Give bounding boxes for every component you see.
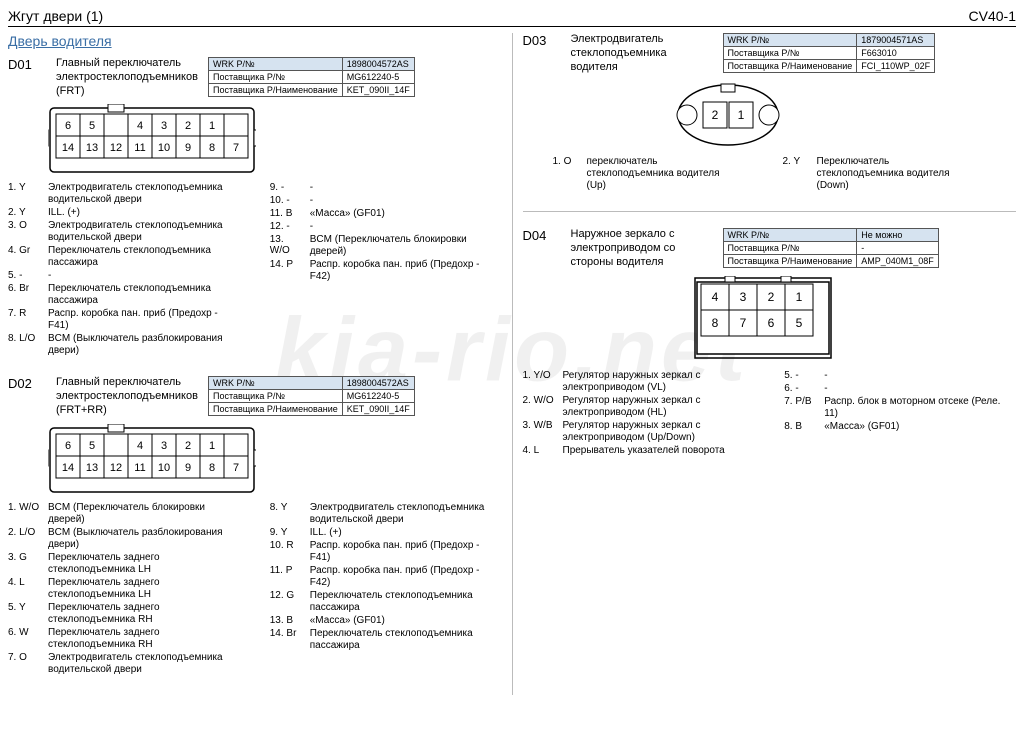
d03-code: D03 [523,33,559,48]
svg-text:6: 6 [65,440,71,452]
svg-text:3: 3 [161,440,167,452]
section-d04: D04 Наружное зеркало с электроприводом с… [523,228,1017,457]
svg-text:5: 5 [795,316,802,330]
svg-text:5: 5 [89,440,95,452]
svg-text:2: 2 [767,290,774,304]
d01-code: D01 [8,57,44,72]
svg-text:7: 7 [233,462,239,474]
svg-text:2: 2 [185,440,191,452]
svg-text:14: 14 [62,142,74,154]
d01-connector: 6 5 4 3 2 1 14 13 12 11 10 9 8 7 [48,104,502,176]
d01-info-table: WRK P/№1898004572AS Поставщика P/№MG6122… [208,57,415,97]
svg-text:1: 1 [795,290,802,304]
svg-text:5: 5 [89,120,95,132]
section-d02: D02 Главный переключатель электростеклоп… [8,376,502,676]
svg-text:13: 13 [86,462,98,474]
d02-connector: 6 5 4 3 2 1 14 13 12 11 10 9 8 7 [48,424,502,496]
svg-text:4: 4 [137,440,143,452]
svg-text:8: 8 [711,316,718,330]
page-code: CV40-1 [969,8,1016,24]
d02-title: Главный переключатель электростеклоподъе… [56,376,196,417]
svg-text:9: 9 [185,462,191,474]
svg-text:4: 4 [137,120,143,132]
svg-text:3: 3 [161,120,167,132]
svg-text:14: 14 [62,462,74,474]
svg-text:7: 7 [233,142,239,154]
d01-title: Главный переключатель электростеклоподъе… [56,57,196,98]
section-d03: D03 Электродвигатель стеклоподъемника во… [523,33,1017,193]
d03-connector: 2 1 [673,80,1017,150]
svg-text:2: 2 [185,120,191,132]
d04-pins: 1. Y/OРегулятор наружных зеркал с электр… [523,370,1017,458]
d03-pins: 1. Oпереключатель стеклоподъемника водит… [553,156,1017,193]
svg-text:11: 11 [134,462,145,474]
svg-text:3: 3 [739,290,746,304]
svg-text:4: 4 [711,290,718,304]
svg-text:6: 6 [767,316,774,330]
svg-text:12: 12 [110,462,122,474]
d03-info-table: WRK P/№1879004571AS Поставщика P/№F66301… [723,33,936,73]
d03-title: Электродвигатель стеклоподъемника водите… [571,33,711,74]
d04-code: D04 [523,228,559,243]
svg-text:1: 1 [209,120,215,132]
svg-text:2: 2 [711,108,718,122]
svg-text:10: 10 [158,462,170,474]
d02-code: D02 [8,376,44,391]
d04-connector: 4 3 2 1 8 7 6 5 [693,276,1017,364]
svg-text:12: 12 [110,142,122,154]
svg-text:11: 11 [134,142,145,154]
d02-pins: 1. W/OBCM (Переключатель блокировки двер… [8,502,502,677]
svg-text:6: 6 [65,120,71,132]
d02-info-table: WRK P/№1898004572AS Поставщика P/№MG6122… [208,376,415,416]
d04-info-table: WRK P/№Не можно Поставщика P/№- Поставщи… [723,228,939,268]
svg-text:8: 8 [209,462,215,474]
d04-title: Наружное зеркало с электроприводом со ст… [571,228,711,269]
subtitle: Дверь водителя [8,33,502,49]
svg-text:1: 1 [209,440,215,452]
d01-pins: 1. YЭлектродвигатель стеклоподъемника во… [8,182,502,358]
svg-text:10: 10 [158,142,170,154]
page-title: Жгут двери (1) [8,8,103,24]
svg-text:13: 13 [86,142,98,154]
svg-text:1: 1 [737,108,744,122]
svg-text:8: 8 [209,142,215,154]
svg-text:7: 7 [739,316,746,330]
svg-text:9: 9 [185,142,191,154]
section-d01: D01 Главный переключатель электростеклоп… [8,57,502,358]
